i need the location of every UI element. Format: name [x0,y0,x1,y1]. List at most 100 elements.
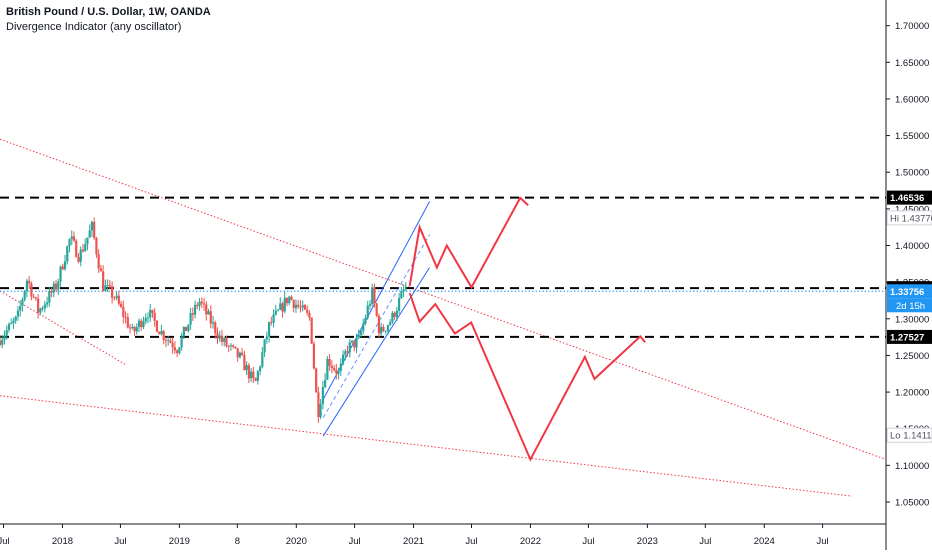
projection-down-path[interactable] [408,292,646,462]
candle[interactable] [339,358,342,377]
candle[interactable] [223,336,226,347]
candle[interactable] [398,292,401,314]
candle[interactable] [88,224,91,238]
candle[interactable] [191,307,194,321]
candle[interactable] [276,308,280,312]
candle[interactable] [153,307,156,327]
candle[interactable] [185,326,188,331]
candle[interactable] [115,291,118,301]
candle[interactable] [128,323,132,334]
candle[interactable] [117,290,120,306]
candle[interactable] [312,341,316,370]
candle[interactable] [404,282,407,292]
candle[interactable] [57,278,60,295]
candle[interactable] [353,340,356,352]
trendline-1[interactable] [0,395,853,497]
candle[interactable] [202,297,206,312]
candle[interactable] [366,300,369,320]
candle[interactable] [12,317,15,329]
candle[interactable] [5,325,8,340]
candle[interactable] [380,322,383,337]
candle[interactable] [1,334,4,349]
candle[interactable] [106,279,109,293]
candle[interactable] [66,245,69,265]
candle[interactable] [292,299,295,313]
candle[interactable] [310,317,313,345]
candle[interactable] [247,362,250,384]
candle[interactable] [182,326,185,340]
candle[interactable] [146,312,150,324]
candle[interactable] [97,249,100,273]
candle[interactable] [198,297,201,311]
candle[interactable] [90,220,94,237]
candle[interactable] [402,284,405,298]
candle[interactable] [173,341,176,354]
candle[interactable] [70,230,73,246]
candle[interactable] [3,330,6,345]
candle[interactable] [216,327,219,344]
candle[interactable] [297,300,300,310]
candle[interactable] [272,309,275,328]
candle[interactable] [75,239,78,258]
candle[interactable] [10,318,13,325]
candle[interactable] [104,279,107,292]
indicator-label[interactable]: Divergence Indicator (any oscillator) [6,21,182,33]
candle[interactable] [395,306,398,321]
candle[interactable] [59,265,62,287]
candle[interactable] [209,305,212,329]
projection-up-path[interactable] [408,196,529,290]
candle[interactable] [377,313,381,338]
candle[interactable] [245,361,248,376]
candle[interactable] [63,254,67,271]
channel-lower-line[interactable] [322,267,430,437]
candle[interactable] [196,302,199,310]
high-label[interactable]: Hi 1.43770 [886,210,932,226]
candle[interactable] [263,339,266,357]
candle[interactable] [39,307,42,316]
candle[interactable] [317,386,320,423]
candle[interactable] [344,349,347,361]
candle[interactable] [48,286,51,307]
candle[interactable] [270,316,273,326]
candle[interactable] [306,305,309,316]
candle[interactable] [391,310,394,325]
candle[interactable] [32,293,35,299]
candle[interactable] [126,313,129,329]
candle[interactable] [68,238,71,253]
candle[interactable] [158,331,161,335]
candle[interactable] [21,297,24,312]
candle[interactable] [137,318,141,333]
candle[interactable] [164,336,168,348]
candle[interactable] [102,265,105,292]
candle[interactable] [252,366,255,383]
candle[interactable] [355,333,358,354]
candle[interactable] [364,314,367,326]
candle[interactable] [321,380,324,410]
candle[interactable] [16,306,20,321]
candle[interactable] [72,231,76,243]
candle[interactable] [234,346,237,350]
candle[interactable] [167,335,170,346]
candle[interactable] [113,296,116,301]
candle[interactable] [162,329,165,345]
candle[interactable] [193,300,197,319]
candle[interactable] [382,324,385,332]
candle[interactable] [93,217,96,240]
candle[interactable] [258,365,262,376]
candle[interactable] [285,297,289,307]
candle[interactable] [14,315,17,325]
candle[interactable] [23,290,26,302]
candle[interactable] [61,263,64,271]
candle[interactable] [77,253,80,264]
candle[interactable] [281,301,284,318]
candle[interactable] [229,343,233,351]
candle[interactable] [122,300,125,324]
candle[interactable] [218,330,221,343]
candle[interactable] [149,303,152,323]
candle[interactable] [389,319,392,326]
symbol-title[interactable]: British Pound / U.S. Dollar, 1W, OANDA [6,6,211,18]
candle[interactable] [400,286,403,299]
candle[interactable] [187,324,190,333]
candle[interactable] [214,320,217,339]
